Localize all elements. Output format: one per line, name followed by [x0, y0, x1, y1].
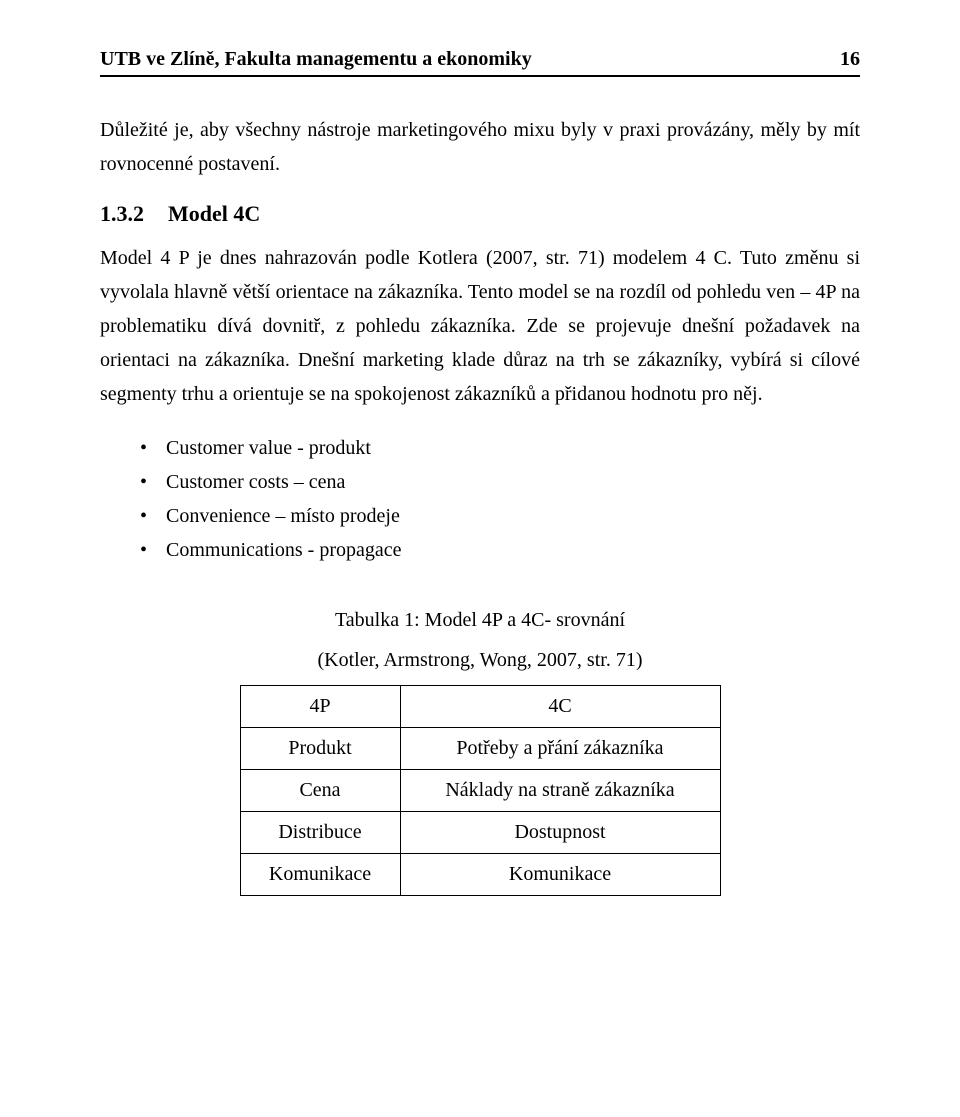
list-item: Customer costs – cena — [140, 465, 860, 499]
section-heading: 1.3.2 Model 4C — [100, 201, 860, 227]
table-caption-line1: Tabulka 1: Model 4P a 4C- srovnání — [100, 603, 860, 637]
table-wrapper: 4P 4C Produkt Potřeby a přání zákazníka … — [100, 685, 860, 896]
list-item: Convenience – místo prodeje — [140, 499, 860, 533]
table-header-cell: 4C — [400, 686, 720, 728]
section-title: Model 4C — [168, 201, 260, 226]
table-header-cell: 4P — [240, 686, 400, 728]
list-item: Customer value - produkt — [140, 431, 860, 465]
header-title: UTB ve Zlíně, Fakulta managementu a ekon… — [100, 48, 532, 71]
body-paragraph: Model 4 P je dnes nahrazován podle Kotle… — [100, 241, 860, 411]
page-number: 16 — [840, 48, 860, 71]
bullet-list: Customer value - produkt Customer costs … — [140, 431, 860, 567]
section-number: 1.3.2 — [100, 201, 144, 227]
table-cell: Produkt — [240, 728, 400, 770]
table-cell: Náklady na straně zákazníka — [400, 770, 720, 812]
table-cell: Dostupnost — [400, 812, 720, 854]
table-row: Produkt Potřeby a přání zákazníka — [240, 728, 720, 770]
list-item: Communications - propagace — [140, 533, 860, 567]
table-row: Cena Náklady na straně zákazníka — [240, 770, 720, 812]
table-caption-line2: (Kotler, Armstrong, Wong, 2007, str. 71) — [100, 643, 860, 677]
comparison-table: 4P 4C Produkt Potřeby a přání zákazníka … — [240, 685, 721, 896]
table-cell: Cena — [240, 770, 400, 812]
table-row: 4P 4C — [240, 686, 720, 728]
intro-paragraph: Důležité je, aby všechny nástroje market… — [100, 113, 860, 181]
table-row: Komunikace Komunikace — [240, 854, 720, 896]
table-cell: Komunikace — [240, 854, 400, 896]
table-cell: Potřeby a přání zákazníka — [400, 728, 720, 770]
table-row: Distribuce Dostupnost — [240, 812, 720, 854]
table-cell: Komunikace — [400, 854, 720, 896]
page-header: UTB ve Zlíně, Fakulta managementu a ekon… — [100, 48, 860, 77]
table-cell: Distribuce — [240, 812, 400, 854]
